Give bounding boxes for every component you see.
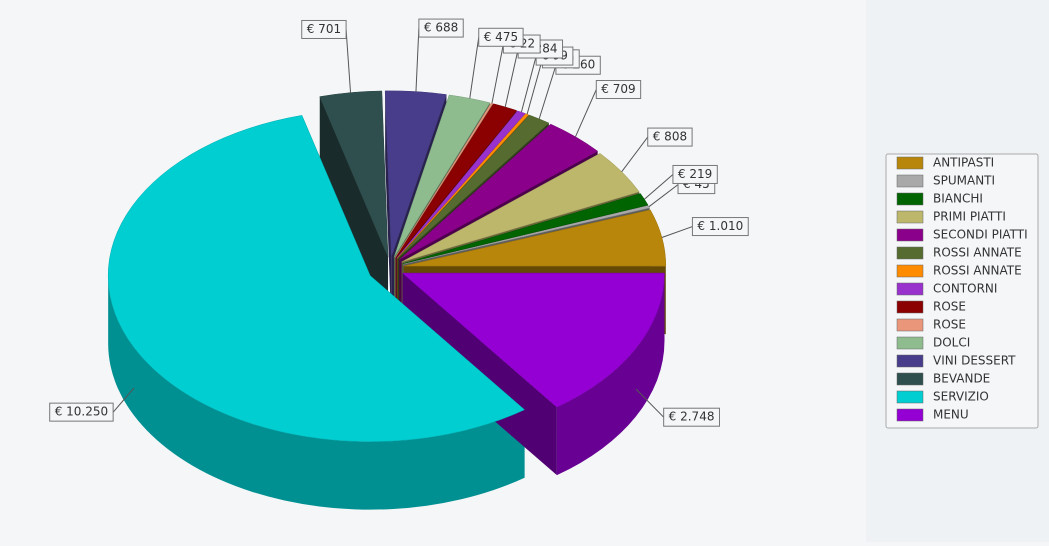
legend-swatch <box>896 408 924 422</box>
slice <box>384 90 447 257</box>
data-label: € 2.748 <box>669 410 715 424</box>
data-label-box <box>301 19 347 39</box>
leader-line <box>661 226 693 238</box>
legend-swatch <box>896 372 924 386</box>
legend-label: VINI DESSERT <box>933 354 1016 368</box>
data-label: € 688 <box>424 21 458 35</box>
legend-label: SERVIZIO <box>933 390 989 404</box>
legend-label: ANTIPASTI <box>933 156 994 170</box>
leader-line <box>635 388 665 418</box>
legend-label: PRIMI PIATTI <box>933 210 1006 224</box>
legend-label: MENU <box>933 408 969 422</box>
legend-label: ROSE <box>933 318 966 332</box>
leader-line <box>504 48 519 108</box>
leader-line <box>469 37 480 99</box>
legend-box <box>885 153 1039 429</box>
slice <box>394 102 494 258</box>
data-label: € 1.010 <box>697 219 743 233</box>
legend: ANTIPASTI SPUMANTI BIANCHI PRIMI PIATTI SECO… <box>885 153 1039 429</box>
legend-swatch <box>896 210 924 224</box>
legend-swatch <box>896 336 924 350</box>
legend-label: DOLCI <box>933 336 970 350</box>
pie: € 1.010€ 45€ 219€ 808€ 709€ 260€ 39€ 99€… <box>49 18 749 510</box>
legend-label: BEVANDE <box>933 372 990 386</box>
data-label: € 10.250 <box>55 405 108 419</box>
slice <box>397 114 550 259</box>
leader-line <box>644 174 674 200</box>
leader-line <box>112 387 135 413</box>
slice <box>401 272 665 408</box>
data-label-box <box>672 164 718 184</box>
slice <box>319 90 389 258</box>
legend-label: ROSE <box>933 300 966 314</box>
slice <box>393 94 491 258</box>
leader-line <box>575 89 597 137</box>
legend-swatch <box>896 228 924 242</box>
leader-line <box>520 55 537 113</box>
data-label-box <box>647 127 693 147</box>
slice <box>399 123 599 260</box>
legend-swatch <box>896 282 924 296</box>
legend-swatch <box>896 156 924 170</box>
legend-label: ROSSI ANNATE <box>933 264 1022 278</box>
legend-label: CONTORNI <box>933 282 997 296</box>
legend-swatch <box>896 192 924 206</box>
slice-edge <box>319 96 388 325</box>
legend-swatch <box>896 246 924 260</box>
legend-swatch <box>896 264 924 278</box>
slice <box>396 113 530 259</box>
data-label: € 219 <box>678 167 712 181</box>
legend-swatch <box>896 318 924 332</box>
legend-label: SPUMANTI <box>933 174 995 188</box>
slice <box>403 205 651 265</box>
slice-side <box>108 275 525 510</box>
data-label-box <box>478 27 524 47</box>
slice <box>395 103 518 258</box>
data-label-box <box>691 217 749 237</box>
slice <box>403 209 667 267</box>
leader-line <box>526 58 543 115</box>
slice-edge <box>385 90 392 325</box>
legend-label: ROSSI ANNATE <box>933 246 1022 260</box>
legend-swatch <box>896 354 924 368</box>
legend-swatch <box>896 300 924 314</box>
data-label: € 475 <box>484 30 518 44</box>
leader-line <box>648 184 679 208</box>
data-label: € 701 <box>307 22 341 36</box>
data-label-box <box>49 402 114 422</box>
leader-line <box>538 65 557 120</box>
data-label-box <box>418 18 464 38</box>
leader-line <box>491 43 504 104</box>
leader-line <box>621 136 649 173</box>
leader-line <box>345 29 352 93</box>
legend-swatch <box>896 390 924 404</box>
leader-line <box>415 28 420 92</box>
data-label-box <box>595 80 642 100</box>
data-label: € 709 <box>601 82 635 96</box>
legend-swatch <box>896 174 924 188</box>
legend-label: BIANCHI <box>933 192 983 206</box>
slice <box>107 115 526 442</box>
data-label: € 808 <box>653 130 687 144</box>
legend-label: SECONDI PIATTI <box>933 228 1028 242</box>
data-label-box <box>663 407 720 427</box>
